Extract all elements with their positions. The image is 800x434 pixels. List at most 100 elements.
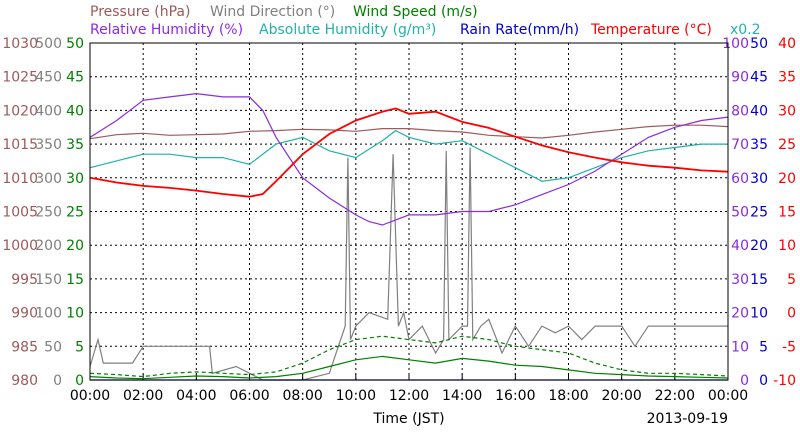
y-tick-label-wind-speed: 0 (75, 373, 84, 389)
y-tick-label-wind-dir: 250 (35, 205, 62, 221)
y-tick-label-rain: 0 (759, 373, 768, 389)
legend-wind-speed: Wind Speed (m/s) (353, 4, 478, 20)
x-tick-label: 00:00 (70, 388, 110, 404)
legend-temp: Temperature (°C) (590, 22, 712, 38)
y-tick-label-wind-speed: 25 (66, 205, 84, 221)
x-tick-label: 16:00 (495, 388, 535, 404)
y-tick-label-pressure: 990 (11, 306, 38, 322)
y-tick-label-rel-hum: 80 (731, 103, 749, 119)
x-tick-label: 06:00 (229, 388, 269, 404)
y-tick-label-rel-hum: 60 (731, 171, 749, 187)
series-wind-gust (89, 335, 729, 378)
series-wind-dir (89, 147, 728, 381)
x-tick-label: 04:00 (176, 388, 216, 404)
y-tick-label-wind-speed: 45 (66, 70, 84, 86)
date-label: 2013-09-19 (647, 411, 728, 427)
y-tick-label-rel-hum: 0 (740, 373, 749, 389)
y-tick-label-wind-dir: 50 (44, 339, 62, 355)
y-tick-label-wind-speed: 5 (75, 339, 84, 355)
y-tick-label-rain: 30 (750, 171, 768, 187)
y-tick-label-wind-dir: 0 (53, 373, 62, 389)
x-tick-label: 10:00 (336, 388, 376, 404)
y-tick-label-temp: 15 (778, 205, 796, 221)
y-tick-label-wind-speed: 40 (66, 103, 84, 119)
y-tick-label-pressure: 1025 (2, 70, 38, 86)
y-tick-label-rain: 20 (750, 238, 768, 254)
y-tick-label-temp: -10 (773, 373, 796, 389)
y-tick-label-rel-hum: 100 (722, 36, 749, 52)
legend-pressure: Pressure (hPa) (90, 4, 190, 20)
series-pressure (89, 124, 729, 140)
y-tick-label-pressure: 1030 (2, 36, 38, 52)
x-multiplier-label: x0.2 (730, 22, 761, 38)
x-tick-label: 08:00 (282, 388, 322, 404)
y-tick-label-temp: 0 (787, 306, 796, 322)
y-tick-label-wind-speed: 10 (66, 306, 84, 322)
x-tick-label: 14:00 (442, 388, 482, 404)
legend-abs-hum: Absolute Humidity (g/m³) (259, 22, 436, 38)
y-tick-label-rel-hum: 90 (731, 70, 749, 86)
y-tick-label-pressure: 1005 (2, 205, 38, 221)
y-tick-label-pressure: 1020 (2, 103, 38, 119)
x-tick-label: 22:00 (655, 388, 695, 404)
y-tick-label-pressure: 985 (11, 339, 38, 355)
y-tick-label-rain: 35 (750, 137, 768, 153)
series-lines (89, 92, 729, 381)
y-tick-label-wind-speed: 20 (66, 238, 84, 254)
y-tick-label-temp: 40 (778, 36, 796, 52)
y-tick-label-wind-dir: 100 (35, 306, 62, 322)
y-tick-label-temp: 25 (778, 137, 796, 153)
grid (90, 43, 728, 380)
y-tick-label-rel-hum: 10 (731, 339, 749, 355)
y-tick-label-wind-speed: 50 (66, 36, 84, 52)
x-axis: 00:00 02:00 04:00 06:00 08:00 10:00 12:00 14:00… (70, 374, 748, 404)
series-abs-hum (89, 129, 728, 182)
x-tick-label: 12:00 (389, 388, 429, 404)
y-tick-label-pressure: 1015 (2, 137, 38, 153)
y-tick-label-pressure: 980 (11, 373, 38, 389)
y-tick-label-rain: 50 (750, 36, 768, 52)
y-tick-label-wind-dir: 450 (35, 70, 62, 86)
y-tick-label-rain: 5 (759, 339, 768, 355)
y-tick-label-wind-dir: 150 (35, 272, 62, 288)
legend-rel-hum: Relative Humidity (%) (90, 22, 243, 38)
y-tick-label-rain: 15 (750, 272, 768, 288)
y-tick-label-wind-speed: 30 (66, 171, 84, 187)
y-tick-label-rel-hum: 50 (731, 205, 749, 221)
y-tick-label-rel-hum: 30 (731, 272, 749, 288)
y-tick-label-wind-speed: 15 (66, 272, 84, 288)
y-tick-label-temp: 35 (778, 70, 796, 86)
y-tick-label-temp: 5 (787, 272, 796, 288)
series-temp (89, 107, 729, 198)
y-tick-label-rel-hum: 70 (731, 137, 749, 153)
x-tick-label: 02:00 (123, 388, 163, 404)
x-tick-label: 20:00 (601, 388, 641, 404)
x-tick-label: 18:00 (548, 388, 588, 404)
legend-rain: Rain Rate(mm/h) (460, 22, 579, 38)
y-tick-label-rain: 25 (750, 205, 768, 221)
y-tick-label-wind-dir: 350 (35, 137, 62, 153)
x-tick-label: 00:00 (708, 388, 748, 404)
legend: Pressure (hPa) Wind Direction (°) Wind Spe… (90, 4, 712, 38)
y-tick-label-temp: 20 (778, 171, 796, 187)
y-tick-label-wind-dir: 400 (35, 103, 62, 119)
y-tick-label-rel-hum: 20 (731, 306, 749, 322)
series-wind-speed (89, 355, 729, 380)
y-tick-label-pressure: 1010 (2, 171, 38, 187)
y-tick-label-temp: 10 (778, 238, 796, 254)
y-tick-label-rain: 45 (750, 70, 768, 86)
x-axis-label: Time (JST) (372, 411, 444, 427)
y-tick-label-pressure: 1000 (2, 238, 38, 254)
y-tick-label-wind-dir: 500 (35, 36, 62, 52)
y-tick-label-wind-speed: 35 (66, 137, 84, 153)
legend-wind-dir: Wind Direction (°) (210, 4, 335, 20)
y-axes: 1030102510201015101010051000995990985980… (2, 36, 796, 389)
y-tick-label-rain: 40 (750, 103, 768, 119)
y-tick-label-temp: -5 (782, 339, 796, 355)
y-tick-label-rain: 10 (750, 306, 768, 322)
y-tick-label-rel-hum: 40 (731, 238, 749, 254)
plot-frame (89, 42, 729, 381)
y-tick-label-wind-dir: 200 (35, 238, 62, 254)
y-tick-label-pressure: 995 (11, 272, 38, 288)
